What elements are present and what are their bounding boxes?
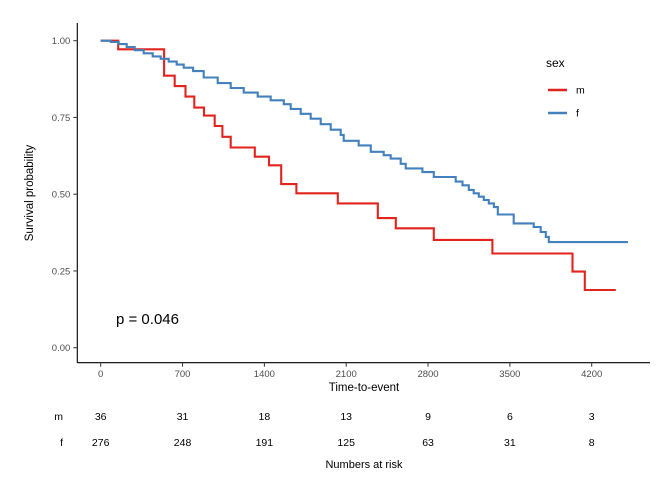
y-tick-label: 0.75 [52,113,71,124]
p-value-annotation: p = 0.046 [116,311,179,328]
y-tick-label: 0.50 [52,190,71,201]
risk-value: 36 [95,411,107,423]
risk-value: 18 [259,411,271,423]
x-tick-label: 4200 [581,369,602,380]
y-axis-title: Survival probability [24,144,36,241]
risk-table: Numbers at risk m 36 31 18 13 9 6 3f 276 248 191 12… [54,411,595,471]
x-tick-label: 3500 [499,369,520,380]
axes: 0.00 0.25 0.50 0.75 1.00 0 700 1400 2100 2800 3500… [52,23,650,380]
risk-value: 3 [589,411,595,423]
risk-row-label-f: f [60,437,63,449]
legend-title: sex [546,56,565,70]
x-tick-label: 0 [98,369,103,380]
x-axis-title: Time-to-event [329,382,400,394]
x-tick-label: 2800 [417,369,438,380]
risk-value: 31 [177,411,189,423]
risk-value: 6 [507,411,513,423]
x-tick-label: 2100 [336,369,357,380]
risk-value: 125 [337,437,355,449]
survival-curve-f [100,39,628,244]
y-tick-label: 0.25 [52,266,71,277]
risk-table-title: Numbers at risk [325,459,403,471]
x-tick-label: 700 [175,369,191,380]
risk-value: 191 [256,437,274,449]
y-tick-label: 0.00 [52,343,71,354]
risk-value: 248 [174,437,192,449]
risk-value: 63 [422,437,434,449]
survival-curve-m [100,39,616,292]
x-tick-label: 1400 [254,369,275,380]
survival-curves [100,39,628,292]
risk-row-label-m: m [54,411,63,423]
risk-value: 31 [504,437,516,449]
risk-value: 13 [340,411,352,423]
risk-value: 8 [589,437,595,449]
legend-label-m: m [576,85,585,97]
risk-value: 276 [92,437,110,449]
legend: sex mf [546,56,585,120]
legend-label-f: f [576,108,579,120]
y-tick-label: 1.00 [52,36,71,47]
risk-value: 9 [425,411,431,423]
